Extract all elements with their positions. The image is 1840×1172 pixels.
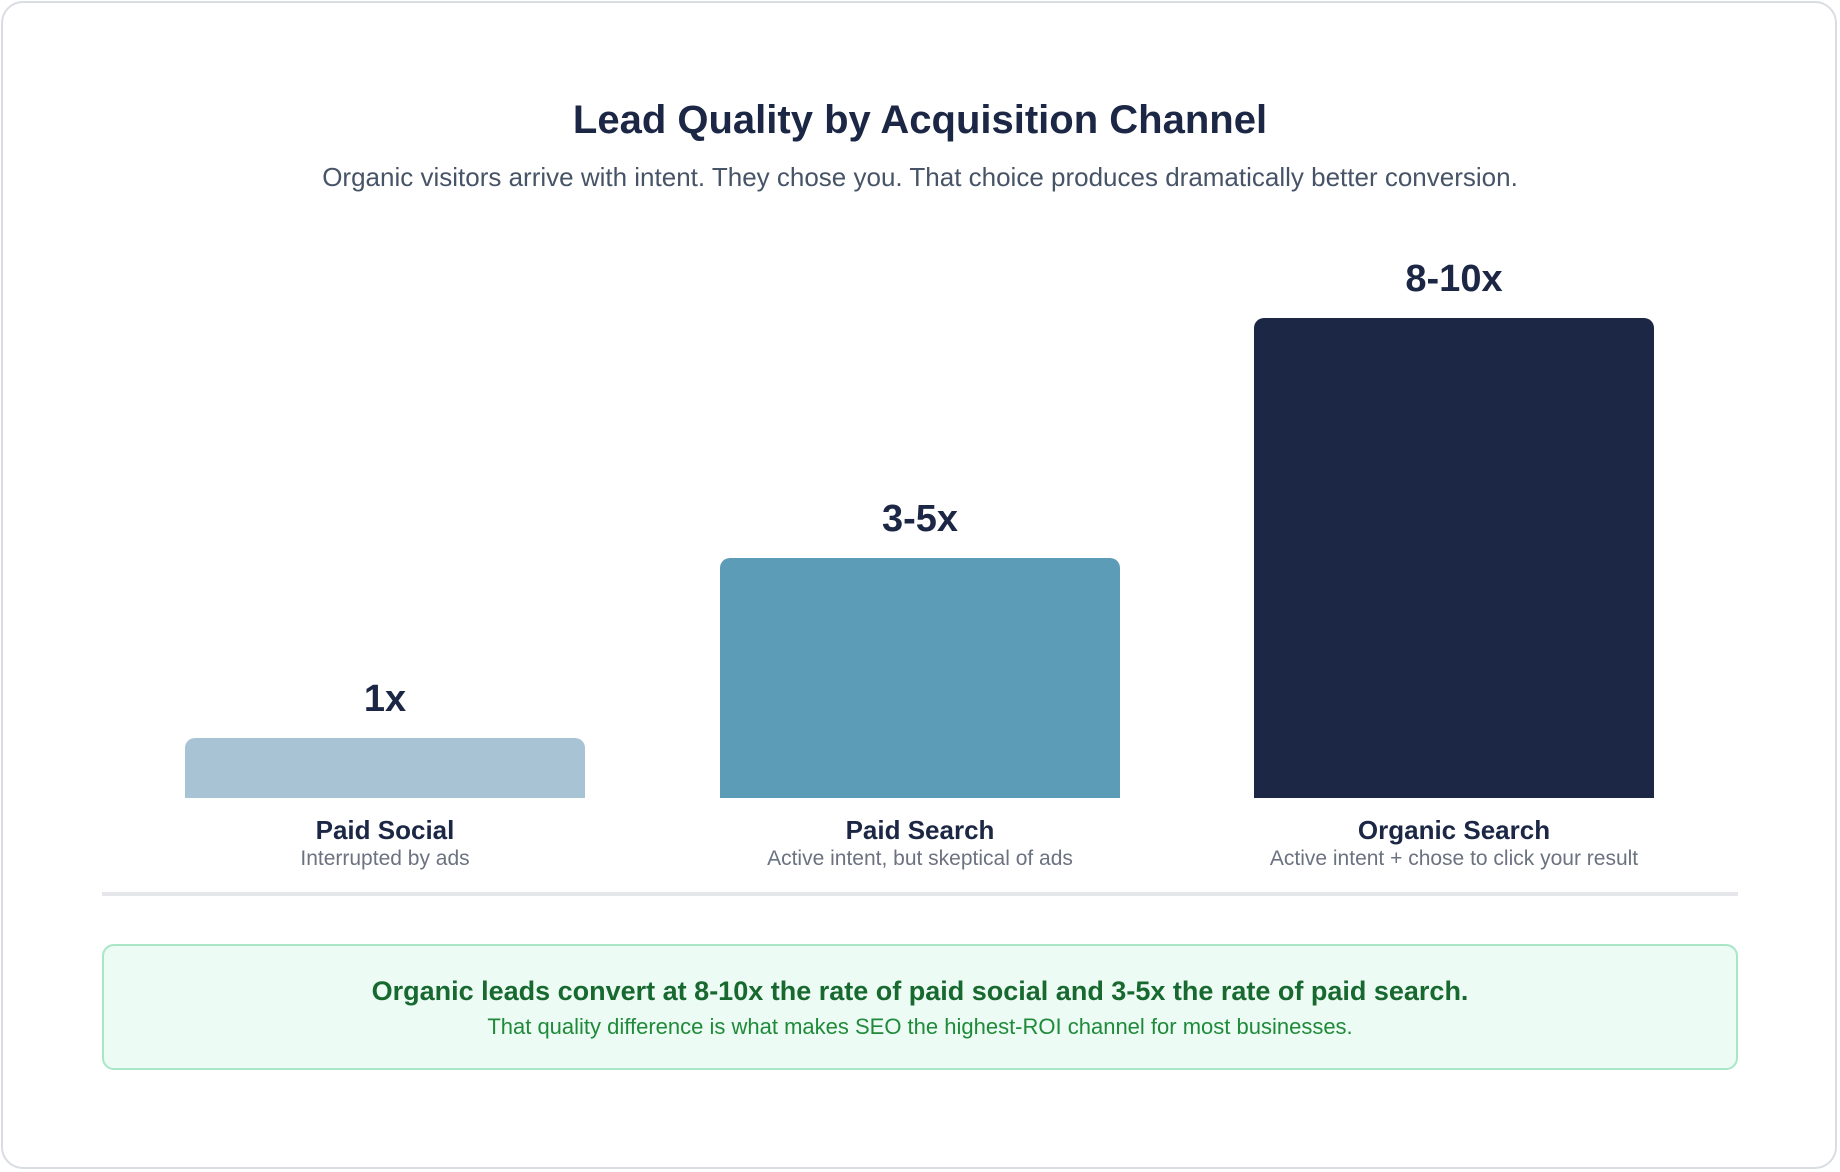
category-sublabel-paid-social: Interrupted by ads xyxy=(300,847,470,870)
value-label-paid-search: 3-5x xyxy=(881,498,959,540)
category-label-paid-social: Paid Social xyxy=(315,815,455,845)
conclusion-callout: Organic leads convert at 8-10x the rate … xyxy=(102,944,1738,1070)
callout-subtext: That quality difference is what makes SE… xyxy=(487,1014,1353,1039)
bar-paid-social xyxy=(185,738,585,798)
value-label-paid-social: 1x xyxy=(363,678,407,720)
chart-title: Lead Quality by Acquisition Channel xyxy=(572,98,1268,142)
category-label-organic-search: Organic Search xyxy=(1357,815,1551,845)
value-label-organic-search: 8-10x xyxy=(1405,258,1503,300)
baseline-divider xyxy=(102,892,1738,896)
chart-subtitle: Organic visitors arrive with intent. The… xyxy=(322,162,1518,192)
bar-organic-search xyxy=(1254,318,1654,798)
category-label-paid-search: Paid Search xyxy=(845,815,995,845)
category-sublabel-paid-search: Active intent, but skeptical of ads xyxy=(767,847,1073,870)
callout-headline: Organic leads convert at 8-10x the rate … xyxy=(371,976,1469,1006)
bar-paid-search xyxy=(720,558,1120,798)
category-sublabel-organic-search: Active intent + chose to click your resu… xyxy=(1269,847,1639,870)
